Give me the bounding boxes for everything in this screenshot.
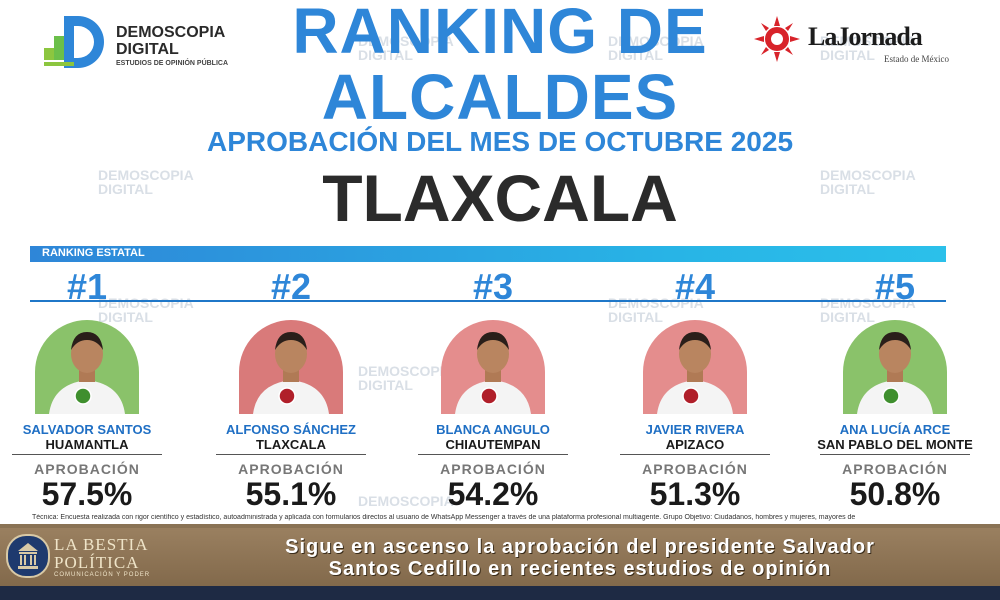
candidate-card: #2 ALFONSO SÁNCHEZ TLAXCALA APROBACIÓN 5… bbox=[196, 268, 386, 511]
candidate-name: BLANCA ANGULO bbox=[436, 422, 550, 437]
brand-tagline: COMUNICACIÓN Y PODER bbox=[54, 572, 151, 578]
footer-banner: LA BESTIA POLÍTICA COMUNICACIÓN Y PODER … bbox=[0, 524, 1000, 600]
portrait-icon bbox=[441, 320, 545, 414]
candidate-name: JAVIER RIVERA bbox=[645, 422, 745, 437]
separator bbox=[620, 454, 770, 455]
approval-label: APROBACIÓN bbox=[440, 461, 546, 477]
candidate-photo bbox=[35, 320, 139, 414]
headline-line-2: Santos Cedillo en recientes estudios de … bbox=[328, 558, 832, 580]
candidate-name: SALVADOR SANTOS bbox=[22, 422, 152, 437]
watermark: DEMOSCOPIA DIGITAL bbox=[358, 33, 454, 63]
watermark: DEMOSCOPIA DIGITAL bbox=[608, 33, 704, 63]
footer-inner: LA BESTIA POLÍTICA COMUNICACIÓN Y PODER … bbox=[0, 528, 1000, 586]
brand-name: LA BESTIA POLÍTICA bbox=[54, 536, 148, 572]
la-jornada-logo: LaJornada Estado de México bbox=[752, 14, 952, 64]
sun-icon bbox=[754, 16, 800, 62]
demoscopia-tagline: ESTUDIOS DE OPINIÓN PÚBLICA bbox=[116, 60, 229, 67]
candidate-city: HUAMANTLA bbox=[45, 437, 129, 452]
candidate-photo bbox=[239, 320, 343, 414]
candidate-city: SAN PABLO DEL MONTE bbox=[817, 437, 973, 452]
demoscopia-name: DEMOSCOPIA DIGITAL bbox=[116, 24, 226, 58]
approval-label: APROBACIÓN bbox=[238, 461, 344, 477]
portrait-icon bbox=[35, 320, 139, 414]
candidate-photo bbox=[843, 320, 947, 414]
title-line-2: ALCALDES bbox=[321, 61, 679, 133]
footer-bottom-bar bbox=[0, 586, 1000, 600]
candidate-city: TLAXCALA bbox=[255, 437, 327, 452]
separator bbox=[820, 454, 970, 455]
candidate-photo bbox=[643, 320, 747, 414]
rank-number: #2 bbox=[270, 266, 312, 307]
watermark: DEMOSCOPIA bbox=[358, 493, 454, 509]
headline: Sigue en ascenso la aprobación del presi… bbox=[170, 536, 990, 580]
approval-value: 50.8% bbox=[849, 476, 941, 512]
watermark: DEMOSCOPIA DIGITAL bbox=[358, 363, 454, 393]
rank-number: #4 bbox=[674, 266, 716, 307]
la-jornada-edition: Estado de México bbox=[884, 54, 949, 64]
capitol-icon bbox=[18, 543, 38, 569]
separator bbox=[418, 454, 568, 455]
candidate-card: #5 ANA LUCÍA ARCE SAN PABLO DEL MONTE AP… bbox=[800, 266, 990, 512]
candidate-photo bbox=[441, 320, 545, 414]
subtitle: APROBACIÓN DEL MES DE OCTUBRE 2025 bbox=[206, 126, 794, 157]
candidate-card: #1 SALVADOR SANTOS HUAMANTLA APROBACIÓN … bbox=[0, 268, 182, 511]
approval-value: 54.2% bbox=[447, 476, 539, 512]
rank-number: #3 bbox=[472, 266, 514, 307]
portrait-icon bbox=[843, 320, 947, 414]
separator bbox=[12, 454, 162, 455]
brand-name-line-2: POLÍTICA bbox=[54, 553, 140, 572]
rank-number: #5 bbox=[874, 266, 916, 307]
technical-note: Técnica: Encuesta realizada con rigor ci… bbox=[32, 514, 856, 521]
approval-label: APROBACIÓN bbox=[34, 461, 140, 477]
approval-value: 51.3% bbox=[649, 476, 741, 512]
candidate-name: ALFONSO SÁNCHEZ bbox=[226, 422, 356, 437]
approval-value: 55.1% bbox=[245, 476, 337, 512]
divider bbox=[30, 300, 946, 302]
headline-line-1: Sigue en ascenso la aprobación del presi… bbox=[285, 536, 875, 558]
separator bbox=[216, 454, 366, 455]
candidate-name: ANA LUCÍA ARCE bbox=[839, 422, 951, 437]
approval-value: 57.5% bbox=[41, 476, 133, 512]
candidate-card: #4 JAVIER RIVERA APIZACO APROBACIÓN 51.3… bbox=[600, 268, 790, 511]
state-title: TLAXCALA bbox=[322, 161, 678, 235]
watermark: DEMOSCOPIA DIGITAL bbox=[820, 33, 916, 63]
section-label: RANKING ESTATAL bbox=[42, 247, 145, 259]
la-jornada-name: LaJornada bbox=[808, 22, 923, 51]
approval-label: APROBACIÓN bbox=[642, 461, 748, 477]
watermark: DEMOSCOPIA DIGITAL bbox=[98, 167, 194, 197]
portrait-icon bbox=[643, 320, 747, 414]
la-bestia-politica-logo-icon bbox=[6, 534, 50, 578]
section-band: RANKING ESTATAL bbox=[30, 246, 946, 262]
watermark: DEMOSCOPIA DIGITAL bbox=[820, 167, 916, 197]
candidate-city: APIZACO bbox=[665, 437, 725, 452]
title-line-1: RANKING DE bbox=[292, 0, 708, 67]
candidate-card: #3 BLANCA ANGULO CHIAUTEMPAN APROBACIÓN … bbox=[398, 268, 588, 511]
portrait-icon bbox=[239, 320, 343, 414]
demoscopia-d-icon bbox=[44, 16, 104, 68]
demoscopia-logo: DEMOSCOPIA DIGITAL ESTUDIOS DE OPINIÓN P… bbox=[42, 14, 242, 70]
candidate-city: CHIAUTEMPAN bbox=[445, 437, 541, 452]
brand-name-line-1: LA BESTIA bbox=[54, 535, 149, 554]
approval-label: APROBACIÓN bbox=[842, 461, 948, 477]
rank-number: #1 bbox=[66, 266, 108, 307]
